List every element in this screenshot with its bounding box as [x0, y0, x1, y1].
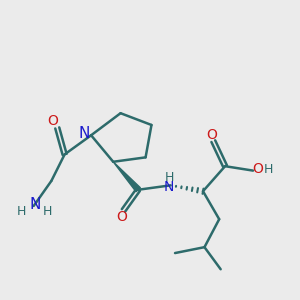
Text: O: O: [117, 210, 128, 224]
Text: H: H: [16, 205, 26, 218]
Text: O: O: [206, 128, 217, 142]
Text: H: H: [42, 205, 52, 218]
Text: N: N: [79, 126, 90, 141]
Text: O: O: [47, 114, 58, 128]
Text: H: H: [264, 163, 273, 176]
Text: O: O: [252, 162, 263, 176]
Text: H: H: [164, 171, 174, 184]
Text: N: N: [29, 197, 41, 212]
Text: N: N: [164, 180, 174, 194]
Polygon shape: [113, 162, 140, 192]
